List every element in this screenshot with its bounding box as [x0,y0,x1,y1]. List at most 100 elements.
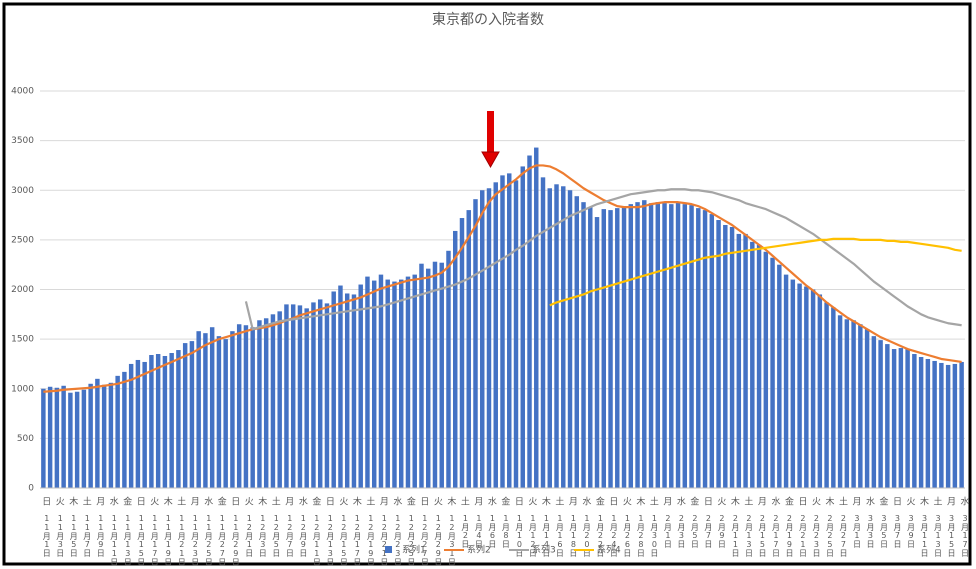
bar [844,319,850,488]
x-weekday-label: 火 [623,497,632,508]
bar [702,210,708,488]
bar [270,314,276,488]
bar [952,363,958,488]
x-tick-label: 2月27日 [839,514,848,558]
x-tick-label: 1月10日 [515,514,524,558]
bar [743,233,748,488]
x-tick-label: 3月11日 [920,514,929,558]
bar [594,217,600,489]
bar [47,386,53,488]
x-tick-label: 12月9日 [299,514,308,558]
bar [155,354,161,488]
bar [959,361,964,488]
bar [824,302,829,488]
x-weekday-label: 月 [285,497,294,508]
bar [453,230,458,488]
bar [426,268,431,488]
x-weekday-label: 金 [501,496,510,508]
bar [351,294,357,488]
x-tick-label: 12月15日 [339,514,348,567]
x-tick-label: 11月17日 [150,514,159,567]
x-weekday-label: 土 [555,496,564,508]
x-weekday-label: 水 [960,496,969,508]
x-weekday-label: 月 [474,497,483,508]
x-tick-label: 1月26日 [623,514,632,558]
bar [574,196,579,488]
bar [412,274,417,488]
x-weekday-label: 火 [812,497,821,508]
x-tick-label: 2月25日 [825,514,834,558]
bar [898,348,904,488]
x-tick-label: 2月9日 [717,514,726,549]
bar [581,202,586,488]
x-weekday-label: 土 [272,496,281,508]
bar [250,327,255,488]
bar [662,203,667,488]
bar [398,279,404,488]
bar [358,284,363,488]
bar [648,203,654,488]
x-weekday-label: 水 [488,496,497,508]
bar [473,199,478,488]
x-weekday-label: 木 [542,496,551,508]
bar [932,360,937,488]
x-weekday-label: 金 [312,496,321,508]
bar [777,264,782,488]
x-tick-label: 12月27日 [420,514,429,567]
x-tick-label: 2月5日 [690,514,699,549]
x-tick-label: 1月18日 [569,514,578,558]
bar [628,204,634,488]
x-weekday-label: 日 [231,497,240,508]
bar [716,220,721,488]
bar [311,302,316,488]
bar [621,207,627,488]
x-weekday-label: 木 [164,496,173,508]
x-tick-label: 1月2日 [461,514,470,549]
bar [925,358,931,488]
bar [338,285,343,488]
x-tick-label: 1月28日 [636,514,645,558]
bar [304,308,309,488]
x-tick-label: 2月23日 [812,514,821,558]
x-tick-label: 11月5日 [69,514,78,558]
bar [135,359,141,488]
x-tick-label: 12月1日 [245,514,254,558]
bar [736,233,742,488]
x-tick-label: 11月19日 [164,514,173,567]
bar [864,329,870,488]
bar [324,303,330,488]
x-tick-label: 3月1日 [852,514,861,549]
x-weekday-label: 日 [420,497,429,508]
x-tick-label: 2月19日 [785,514,794,558]
bar [162,355,168,488]
x-tick-label: 11月29日 [231,514,240,567]
x-weekday-label: 木 [731,496,740,508]
bar [682,204,688,488]
x-tick-label: 3月9日 [906,514,915,549]
x-weekday-label: 土 [366,496,375,508]
legend: 系列1 系列2 系列3 系列4 [385,544,621,556]
y-tick-label: 2000 [11,285,34,295]
legend-label: 系列4 [597,544,621,556]
y-tick-label: 3500 [11,136,34,146]
line-series [43,164,962,393]
line-series [244,188,962,331]
x-tick-label: 12月17日 [353,514,362,567]
x-tick-label: 1月6日 [488,514,497,549]
x-tick-label: 11月11日 [110,514,119,567]
x-weekday-label: 金 [785,496,794,508]
x-tick-label: 12月23日 [393,514,402,567]
x-weekday-label: 月 [380,497,389,508]
y-tick-label: 3000 [11,186,34,196]
x-tick-label: 3月13日 [933,514,942,558]
x-weekday-label: 土 [461,496,470,508]
x-weekday-label: 火 [528,497,537,508]
bar [385,279,390,488]
x-weekday-label: 金 [596,496,605,508]
bar [290,304,296,488]
x-weekday-label: 水 [677,496,686,508]
bar [405,276,411,488]
bar [209,327,215,488]
